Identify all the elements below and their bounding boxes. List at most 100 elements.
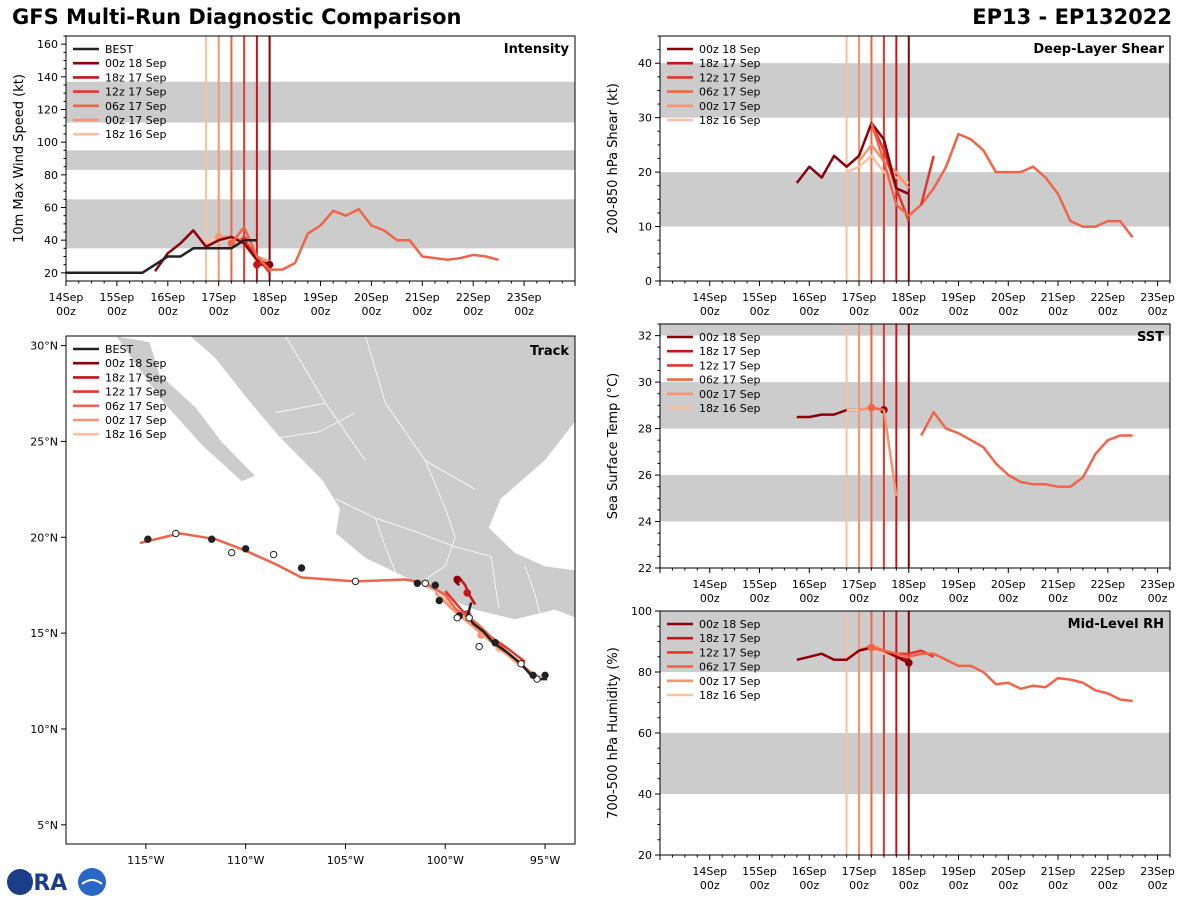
y-tick-label: 10°N (30, 723, 58, 736)
track-point (172, 529, 180, 538)
x-tick-label: 00z (1048, 592, 1068, 605)
legend-label: 12z 17 Sep (699, 71, 761, 84)
track-point (453, 614, 461, 622)
series-marker (867, 643, 876, 652)
legend-label: 12z 17 Sep (699, 359, 761, 372)
x-tick-label: 115°W (127, 854, 164, 867)
y-tick-label: 24 (638, 516, 652, 529)
x-tick-label: 23Sep (507, 291, 542, 304)
state-border (279, 412, 356, 438)
x-tick-label: 15Sep (742, 578, 777, 591)
legend-label: 06z 17 Sep (699, 374, 761, 387)
state-border (335, 498, 492, 557)
y-tick-label: 26 (638, 469, 652, 482)
baja-peninsula (115, 336, 257, 483)
x-tick-label: 00z (1098, 305, 1118, 318)
x-tick-label: 21Sep (405, 291, 440, 304)
x-tick-label: 00z (949, 592, 969, 605)
legend-label: 18z 16 Sep (699, 114, 761, 127)
legend-label: 12z 17 Sep (105, 86, 167, 99)
x-tick-label: 23Sep (1140, 865, 1175, 878)
track-point (227, 548, 236, 557)
y-tick-label: 25°N (30, 435, 58, 448)
legend-label: 00z 18 Sep (105, 357, 167, 370)
x-tick-label: 00z (209, 305, 229, 318)
y-tick-label: 22 (638, 562, 652, 575)
plot-frame (65, 335, 576, 845)
storm-id: EP13 - EP132022 (972, 5, 1172, 29)
x-tick-label: 00z (1098, 879, 1118, 892)
logo-text: CIRA (9, 871, 67, 896)
track-marker (463, 589, 472, 597)
legend-label: 18z 17 Sep (105, 371, 167, 384)
x-tick-label: 00z (362, 305, 382, 318)
x-tick-label: 00z (949, 305, 969, 318)
y-axis-label: Sea Surface Temp (°C) (606, 373, 621, 520)
legend-label: 00z 17 Sep (699, 100, 761, 113)
x-tick-label: 105°W (327, 854, 364, 867)
x-tick-label: 00z (949, 879, 969, 892)
x-tick-label: 00z (799, 305, 819, 318)
series-line (66, 238, 257, 275)
x-tick-label: 110°W (227, 854, 264, 867)
shaded-band (660, 611, 1170, 672)
x-tick-label: 00z (1148, 592, 1168, 605)
legend-label: 00z 18 Sep (699, 43, 761, 56)
panel-rh: 2040608010014Sep00z15Sep00z16Sep00z17Sep… (606, 605, 1175, 892)
x-tick-label: 00z (107, 305, 127, 318)
series-line (795, 121, 910, 196)
land-mass (66, 336, 575, 621)
track-point (541, 671, 549, 680)
y-tick-label: 60 (638, 727, 652, 740)
x-tick-label: 20Sep (991, 291, 1026, 304)
legend-label: 18z 16 Sep (699, 402, 761, 415)
y-tick-label: 15°N (30, 627, 58, 640)
legend-label: 18z 16 Sep (699, 689, 761, 702)
track-point (431, 581, 439, 589)
track-point (491, 639, 499, 647)
x-tick-label: 16Sep (792, 291, 827, 304)
x-tick-label: 20Sep (354, 291, 389, 304)
series-line (870, 122, 910, 222)
shaded-band (660, 733, 1170, 794)
panel-title: Deep-Layer Shear (1033, 42, 1164, 57)
x-tick-label: 00z (700, 592, 720, 605)
y-tick-label: 100 (631, 605, 652, 618)
y-tick-label: 5°N (37, 819, 58, 832)
x-tick-label: 16Sep (792, 578, 827, 591)
x-tick-label: 18Sep (891, 291, 926, 304)
y-tick-label: 40 (638, 57, 652, 70)
series-group (795, 121, 1134, 239)
track-marker (453, 575, 462, 584)
panel-title: Mid-Level RH (1068, 617, 1164, 632)
panel-title: SST (1137, 330, 1164, 345)
x-tick-label: 00z (260, 305, 280, 318)
x-tick-label: 18Sep (891, 865, 926, 878)
legend-label: 18z 16 Sep (105, 128, 167, 141)
x-tick-label: 00z (700, 305, 720, 318)
track-point (241, 545, 250, 553)
series-marker (904, 659, 913, 667)
x-tick-label: 18Sep (891, 578, 926, 591)
shaded-band (660, 382, 1170, 429)
state-border (490, 556, 500, 609)
legend-label: 18z 17 Sep (699, 57, 761, 70)
x-tick-label: 00z (311, 305, 331, 318)
series-line (154, 229, 271, 272)
track-point (351, 577, 360, 586)
x-tick-label: 17Sep (842, 578, 877, 591)
legend-label: 00z 18 Sep (105, 57, 167, 70)
track-point (269, 550, 278, 559)
shaded-band (660, 475, 1170, 522)
track-point (529, 671, 537, 680)
x-tick-label: 14Sep (692, 578, 727, 591)
series-line (871, 646, 1133, 703)
y-tick-label: 20 (638, 166, 652, 179)
legend-label: 12z 17 Sep (105, 386, 167, 399)
x-tick-label: 14Sep (692, 291, 727, 304)
x-tick-label: 20Sep (991, 865, 1026, 878)
series-line (846, 154, 910, 185)
legend-label: 00z 17 Sep (105, 414, 167, 427)
panel-intensity: 2040608010012014016014Sep00z15Sep00z16Se… (12, 35, 576, 318)
